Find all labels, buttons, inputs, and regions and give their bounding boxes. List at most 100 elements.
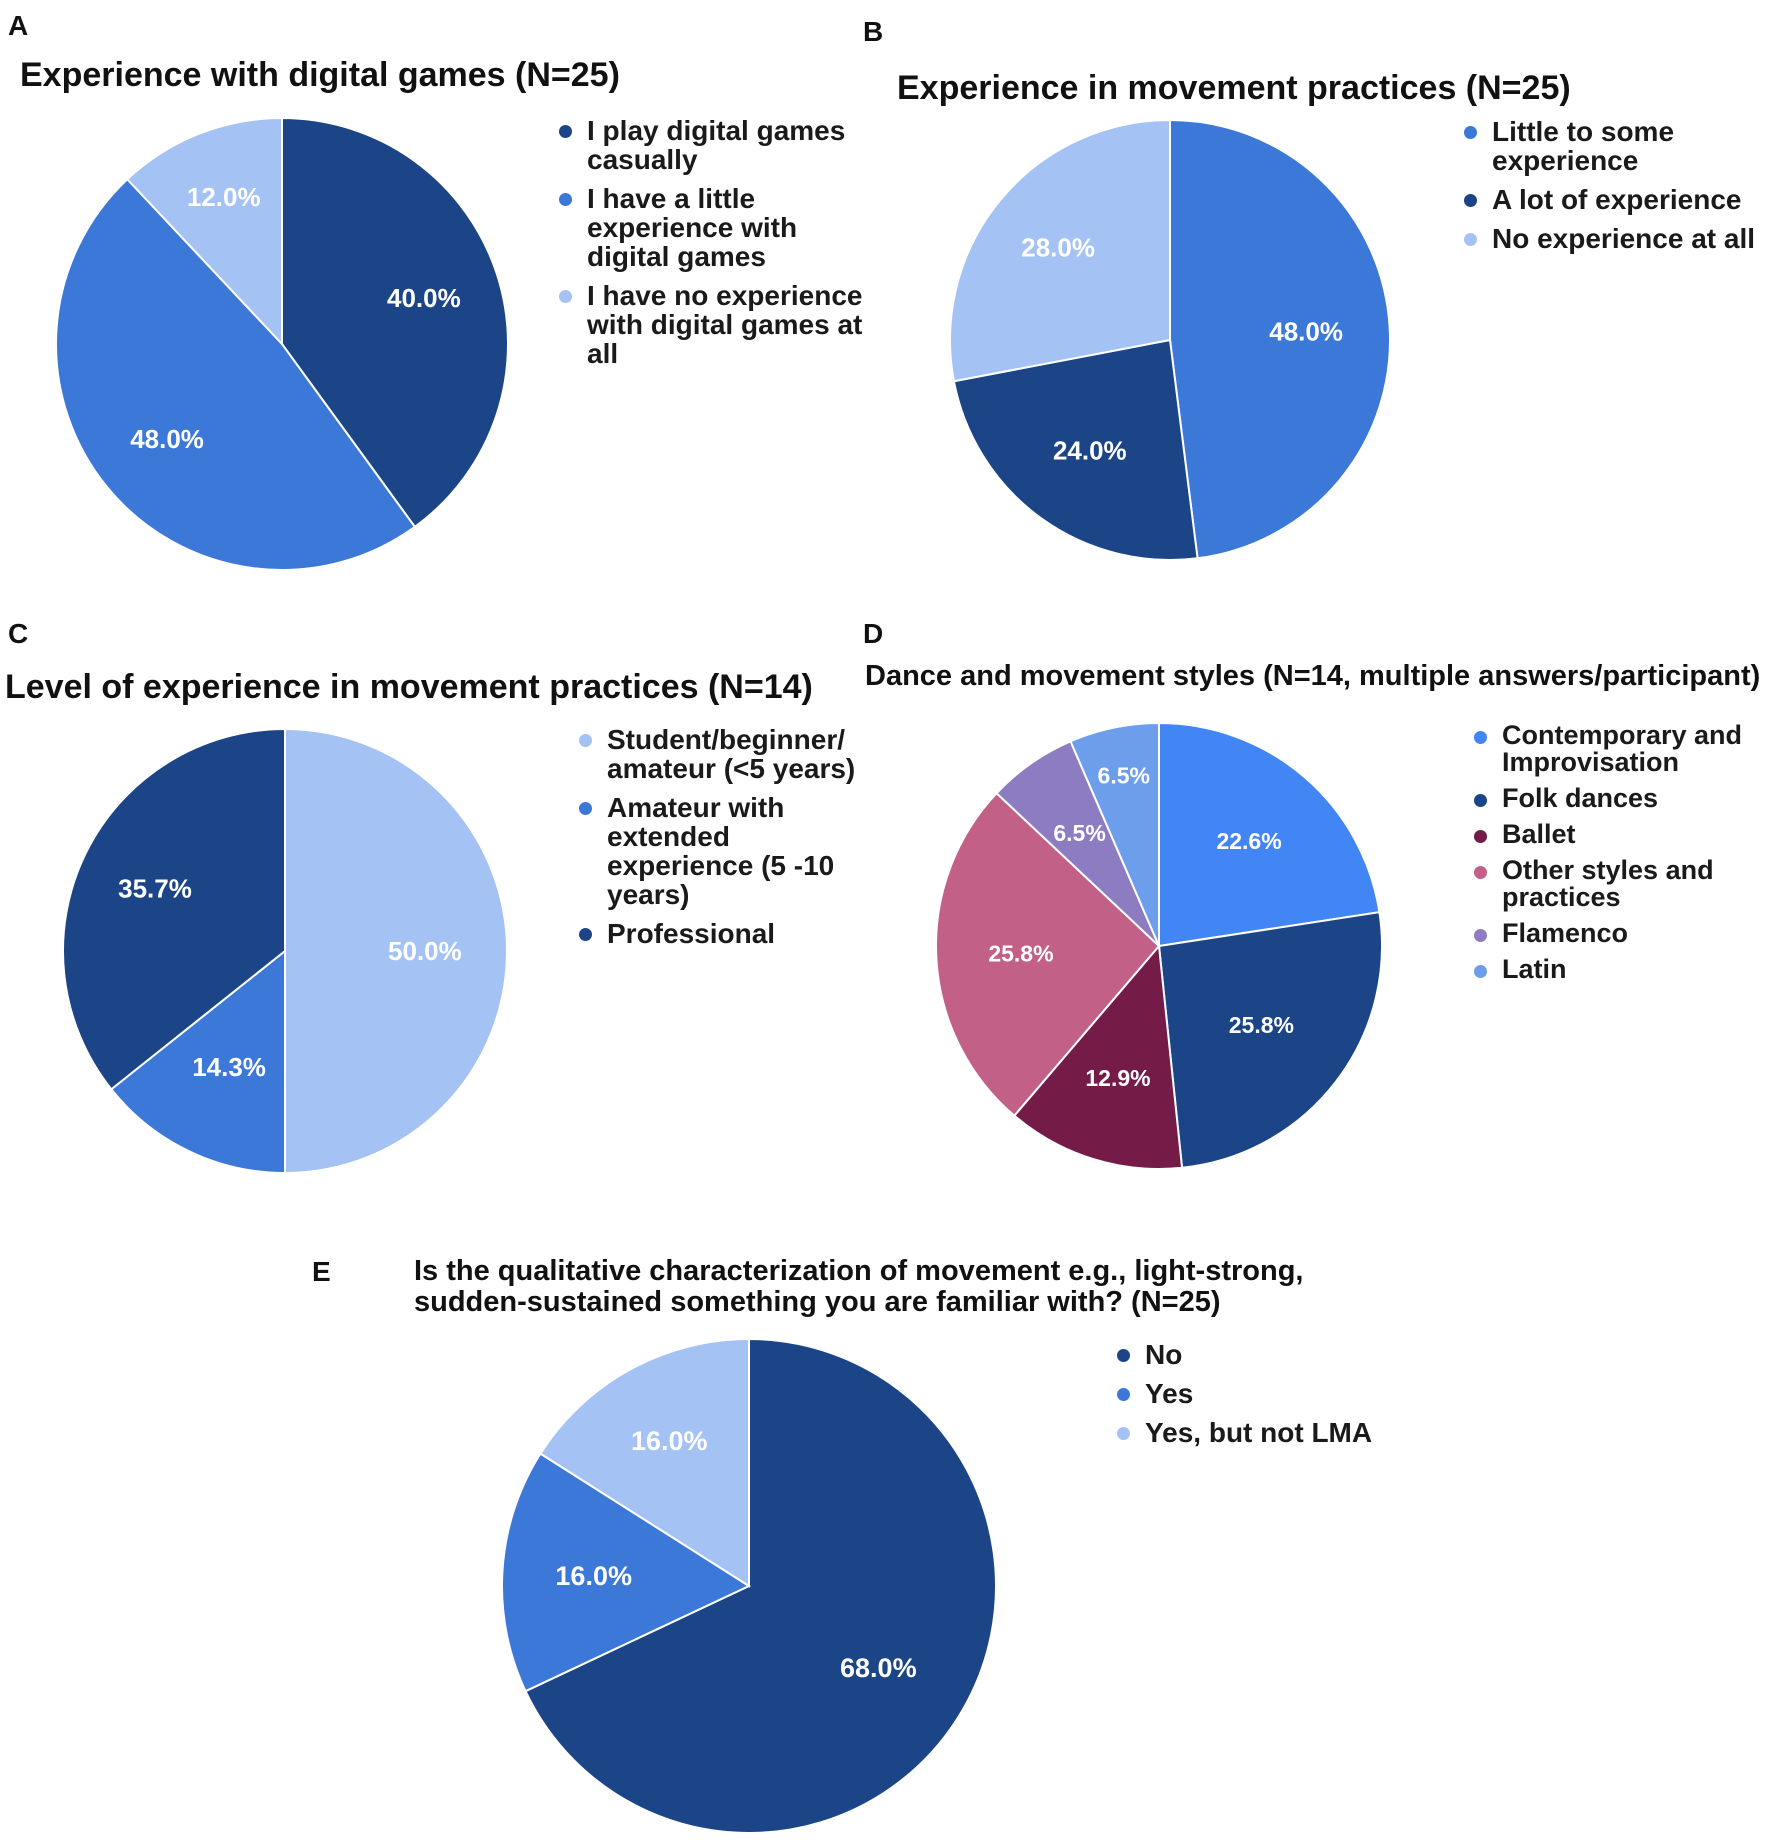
legend-swatch: [1117, 1349, 1130, 1362]
legend-swatch: [1117, 1427, 1130, 1440]
pie-slice-professional: [62, 727, 286, 1091]
legend-swatch: [1464, 233, 1477, 246]
legend-item-i-have-a-little-experience-with-digital-games: I have a little experience with digital …: [557, 184, 887, 271]
legend-label: No: [1145, 1339, 1183, 1370]
legend-item-ballet: Ballet: [1472, 821, 1772, 848]
legend-item-other-styles-and-practices: Other styles and practices: [1472, 857, 1772, 911]
legend-label: Other styles and practices: [1502, 855, 1714, 912]
legend-swatch: [1474, 794, 1487, 807]
chart-title-d: Dance and movement styles (N=14, multipl…: [865, 660, 1761, 692]
legend-label: A lot of experience: [1492, 184, 1742, 215]
legend-swatch: [1474, 830, 1487, 843]
legend-item-no: No: [1115, 1340, 1415, 1369]
legend-item-student-beginner-amateur-5-years: Student/beginner/ amateur (<5 years): [577, 725, 877, 783]
data-label-no-experience-at-all: 28.0%: [1021, 232, 1095, 262]
pie-chart-a: 40.0% 48.0% 12.0%: [55, 116, 509, 571]
data-label-i-have-a-little-experience-with-digital-games: 48.0%: [130, 424, 204, 454]
pie-slice-i-have-a-little-experience-with-digital-games: [55, 177, 417, 571]
data-label-folk-dances: 25.8%: [1229, 1012, 1294, 1038]
panel-letter-a: A: [8, 10, 29, 41]
legend-item-a-lot-of-experience: A lot of experience: [1462, 185, 1772, 214]
legend-swatch: [1464, 194, 1477, 207]
data-label-latin: 6.5%: [1098, 763, 1150, 789]
chart-title-a: Experience with digital games (N=25): [20, 56, 620, 94]
data-label-ballet: 12.9%: [1085, 1065, 1150, 1091]
pie-chart-e: 68.0% 16.0% 16.0%: [501, 1337, 997, 1834]
legend-swatch: [559, 193, 572, 206]
legend-label: Little to some experience: [1492, 116, 1675, 176]
pie-slice-i-have-no-experience-with-digital-games-at-all: [125, 116, 283, 347]
pie-slice-i-play-digital-games-casually: [281, 116, 509, 529]
legend-swatch: [1474, 866, 1487, 879]
legend-e: No Yes Yes, but not LMA: [1115, 1340, 1415, 1457]
legend-label: I play digital games casually: [587, 115, 846, 175]
data-label-i-have-no-experience-with-digital-games-at-all: 12.0%: [187, 182, 261, 212]
data-label-contemporary-and-improvisation: 22.6%: [1216, 828, 1281, 854]
legend-swatch: [1464, 126, 1477, 139]
pie-slice-no-experience-at-all: [949, 118, 1171, 383]
legend-swatch: [1117, 1388, 1130, 1401]
legend-swatch: [559, 290, 572, 303]
legend-label: Yes, but not LMA: [1145, 1417, 1373, 1448]
legend-label: Amateur with extended experience (5 -10 …: [607, 792, 835, 910]
chart-title-e: Is the qualitative characterization of m…: [414, 1255, 1304, 1318]
legend-label: Contemporary and Improvisation: [1502, 720, 1743, 777]
legend-swatch: [1474, 731, 1487, 744]
legend-item-flamenco: Flamenco: [1472, 920, 1772, 947]
panel-letter-d: D: [863, 618, 884, 649]
legend-item-i-play-digital-games-casually: I play digital games casually: [557, 116, 887, 174]
panel-letter-b: B: [863, 16, 884, 47]
data-label-i-play-digital-games-casually: 40.0%: [387, 283, 461, 313]
legend-a: I play digital games casually I have a li…: [557, 116, 887, 378]
pie-slice-other-styles-and-practices: [935, 791, 1161, 1118]
legend-item-little-to-some-experience: Little to some experience: [1462, 117, 1772, 175]
legend-label: Professional: [607, 918, 776, 949]
legend-swatch: [1474, 929, 1487, 942]
pie-slice-amateur-with-extended-experience-5-10-years: [109, 948, 286, 1175]
pie-slice-folk-dances: [1157, 911, 1383, 1169]
pie-slice-ballet: [1012, 943, 1184, 1171]
data-label-yes: 16.0%: [555, 1561, 632, 1591]
pie-chart-b: 48.0% 24.0% 28.0%: [949, 118, 1391, 561]
legend-swatch: [559, 125, 572, 138]
legend-item-contemporary-and-improvisation: Contemporary and Improvisation: [1472, 722, 1772, 776]
legend-label: Flamenco: [1502, 918, 1629, 948]
pie-slice-latin: [1069, 721, 1160, 947]
pie-chart-d: 22.6% 25.8% 12.9% 25.8% 6.5% 6.5%: [935, 721, 1383, 1171]
legend-d: Contemporary and Improvisation Folk dance…: [1472, 722, 1772, 992]
legend-item-yes-but-not-lma: Yes, but not LMA: [1115, 1418, 1415, 1447]
legend-label: Latin: [1502, 954, 1567, 984]
pie-slice-a-lot-of-experience: [952, 338, 1199, 561]
legend-label: Student/beginner/ amateur (<5 years): [607, 724, 856, 784]
chart-title-c: Level of experience in movement practice…: [5, 668, 813, 706]
legend-c: Student/beginner/ amateur (<5 years) Amat…: [577, 725, 877, 958]
legend-b: Little to some experience A lot of experi…: [1462, 117, 1772, 263]
legend-label: I have a little experience with digital …: [587, 183, 798, 272]
legend-item-latin: Latin: [1472, 956, 1772, 983]
pie-slice-no: [524, 1337, 997, 1834]
pie-slice-contemporary-and-improvisation: [1158, 721, 1381, 948]
data-label-amateur-with-extended-experience-5-10-years: 14.3%: [192, 1052, 266, 1082]
legend-item-yes: Yes: [1115, 1379, 1415, 1408]
legend-label: Folk dances: [1502, 783, 1659, 813]
data-label-other-styles-and-practices: 25.8%: [988, 941, 1053, 967]
legend-item-amateur-with-extended-experience-5-10-years: Amateur with extended experience (5 -10 …: [577, 793, 877, 909]
data-label-yes-but-not-lma: 16.0%: [631, 1426, 708, 1456]
pie-slice-yes-but-not-lma: [539, 1337, 750, 1588]
legend-label: Ballet: [1502, 819, 1576, 849]
pie-slice-student-beginner-amateur-5-years: [284, 727, 508, 1175]
data-label-flamenco: 6.5%: [1053, 820, 1105, 846]
pie-chart-c: 50.0% 14.3% 35.7%: [62, 727, 508, 1175]
legend-swatch: [579, 928, 592, 941]
legend-label: No experience at all: [1492, 223, 1756, 254]
panel-letter-c: C: [8, 618, 29, 649]
data-label-student-beginner-amateur-5-years: 50.0%: [388, 936, 462, 966]
legend-swatch: [1474, 965, 1487, 978]
legend-swatch: [579, 802, 592, 815]
pie-slice-little-to-some-experience: [1169, 118, 1391, 560]
pie-slice-yes: [501, 1452, 752, 1693]
legend-swatch: [579, 734, 592, 747]
data-label-no: 68.0%: [840, 1653, 917, 1683]
data-label-little-to-some-experience: 48.0%: [1269, 316, 1343, 346]
legend-label: I have no experience with digital games …: [587, 280, 863, 369]
